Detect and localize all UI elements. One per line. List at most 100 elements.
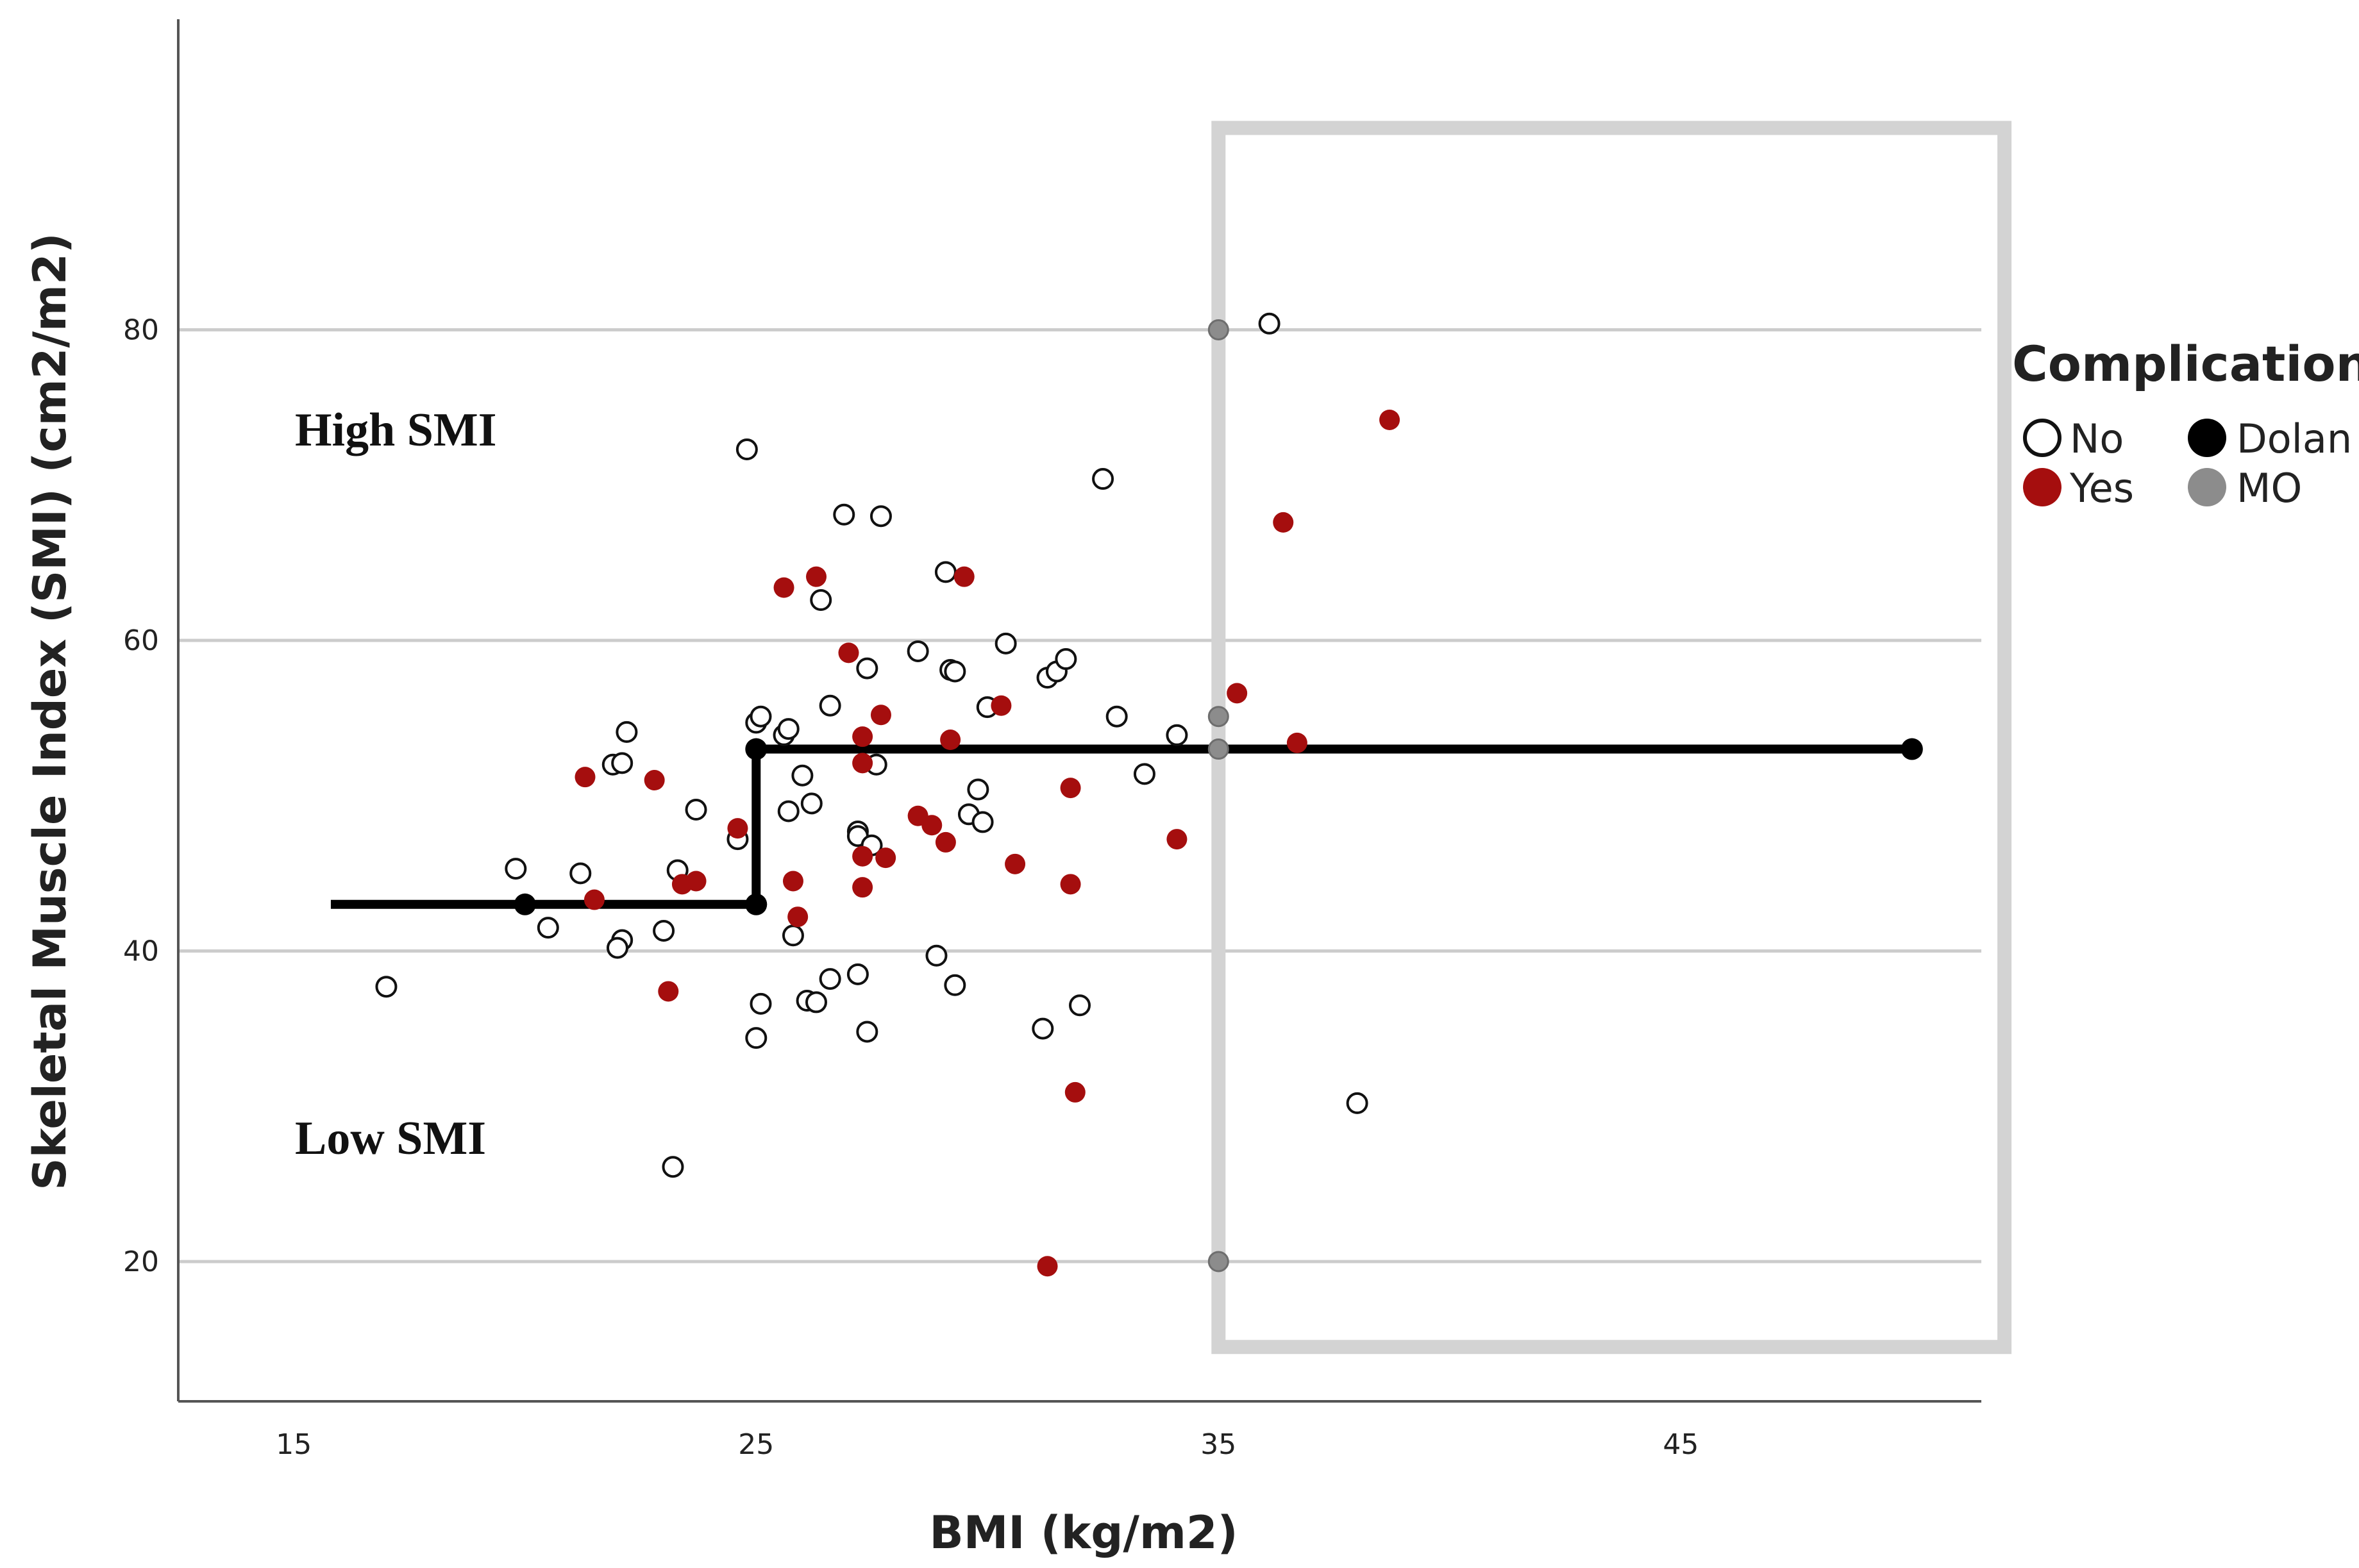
legend-label-mo: MO	[2237, 465, 2302, 512]
point-no-56	[1105, 705, 1128, 728]
point-mo-2	[1207, 738, 1229, 760]
point-no-53	[1055, 648, 1077, 671]
point-no-47	[971, 811, 994, 833]
point-no-1	[505, 858, 527, 880]
point-no-12	[685, 799, 707, 821]
point-yes-14	[852, 753, 873, 774]
point-yes-2	[644, 770, 665, 791]
region-label-high: High SMI	[295, 404, 497, 456]
point-mo-0	[1207, 319, 1229, 340]
point-no-40	[925, 944, 948, 967]
point-no-17	[745, 1027, 768, 1049]
point-no-50	[1032, 1017, 1054, 1040]
point-no-49	[995, 632, 1017, 655]
point-no-9	[653, 919, 675, 942]
point-no-26	[805, 991, 828, 1013]
point-no-38	[869, 505, 892, 528]
point-yes-23	[991, 695, 1012, 716]
point-yes-29	[1166, 829, 1188, 850]
point-no-21	[777, 800, 800, 822]
y-tick-label-40: 40	[123, 935, 159, 967]
y-axis-title: Skeletal Muscle Index (SMI) (cm2/m2)	[24, 233, 76, 1190]
y-tick-label-20: 20	[123, 1246, 159, 1278]
point-yes-6	[727, 818, 748, 839]
x-axis-title: BMI (kg/m2)	[929, 1506, 1238, 1559]
point-yes-32	[1286, 732, 1307, 753]
point-no-14	[735, 438, 758, 461]
point-yes-1	[583, 889, 605, 910]
legend-marker-mo	[2188, 468, 2226, 506]
point-no-41	[934, 561, 957, 583]
dolan-step-line	[330, 744, 1912, 909]
point-yes-26	[1060, 778, 1081, 799]
point-no-20	[777, 718, 800, 740]
point-mo-3	[1207, 1251, 1229, 1272]
point-no-22	[782, 924, 804, 947]
legend-marker-no	[2023, 419, 2061, 457]
point-no-28	[819, 968, 841, 990]
point-yes-3	[658, 981, 679, 1002]
point-no-16	[750, 705, 772, 728]
point-no-8	[606, 937, 628, 959]
point-mo-1	[1207, 706, 1229, 728]
point-yes-10	[806, 566, 827, 587]
legend-label-dolan: Dolan	[2237, 415, 2352, 462]
x-tick-label-35: 35	[1200, 1428, 1236, 1461]
point-no-29	[819, 694, 841, 717]
legend: Complication No Dolan Yes MO	[2012, 335, 2359, 512]
point-yes-28	[1064, 1081, 1086, 1103]
point-no-46	[967, 778, 989, 801]
point-no-43	[944, 660, 966, 683]
dolan-point-0	[514, 893, 536, 915]
point-yes-27	[1060, 874, 1081, 895]
point-no-23	[791, 764, 814, 787]
point-no-27	[810, 589, 832, 612]
point-no-0	[375, 976, 398, 998]
highlight-box-layer	[1211, 121, 2012, 1355]
legend-marker-dolan	[2188, 419, 2226, 457]
point-no-5	[611, 752, 634, 774]
point-yes-11	[838, 642, 859, 663]
point-yes-24	[1005, 853, 1026, 874]
point-yes-33	[1379, 409, 1400, 430]
point-yes-31	[1273, 512, 1294, 533]
point-no-6	[616, 721, 638, 743]
point-no-3	[569, 862, 592, 885]
legend-label-yes: Yes	[2069, 465, 2134, 512]
point-no-18	[750, 992, 772, 1015]
point-yes-9	[787, 906, 809, 928]
legend-marker-yes	[2023, 468, 2061, 506]
point-yes-15	[852, 877, 873, 898]
x-tick-label-45: 45	[1663, 1428, 1699, 1461]
dolan-line	[330, 744, 1912, 909]
y-tick-label-60: 60	[123, 624, 159, 657]
point-no-60	[1346, 1092, 1368, 1114]
point-no-44	[944, 974, 966, 996]
point-no-11	[662, 1156, 684, 1178]
point-yes-25	[1037, 1256, 1058, 1277]
legend-title: Complication	[2012, 335, 2359, 392]
point-yes-0	[575, 767, 596, 788]
y-tick-label-80: 80	[123, 313, 159, 346]
data-points	[375, 312, 1923, 1277]
point-no-59	[1258, 312, 1280, 335]
point-yes-12	[852, 846, 873, 867]
x-tick-label-25: 25	[738, 1428, 774, 1461]
point-yes-30	[1227, 683, 1248, 704]
point-no-35	[856, 1021, 878, 1043]
point-no-31	[846, 963, 869, 985]
gridlines	[178, 328, 1981, 1264]
point-yes-17	[875, 847, 896, 869]
axes	[177, 19, 1981, 1403]
point-yes-20	[935, 831, 956, 853]
dolan-point-3	[1901, 738, 1923, 760]
point-yes-13	[852, 726, 873, 747]
tick-labels: 15 25 35 45 20 40 60 80	[123, 313, 1699, 1461]
dolan-point-1	[745, 893, 768, 915]
point-no-2	[537, 917, 559, 939]
region-label-low: Low SMI	[295, 1112, 486, 1165]
point-no-57	[1133, 763, 1155, 785]
dolan-point-2	[745, 738, 768, 760]
point-no-39	[907, 640, 929, 662]
